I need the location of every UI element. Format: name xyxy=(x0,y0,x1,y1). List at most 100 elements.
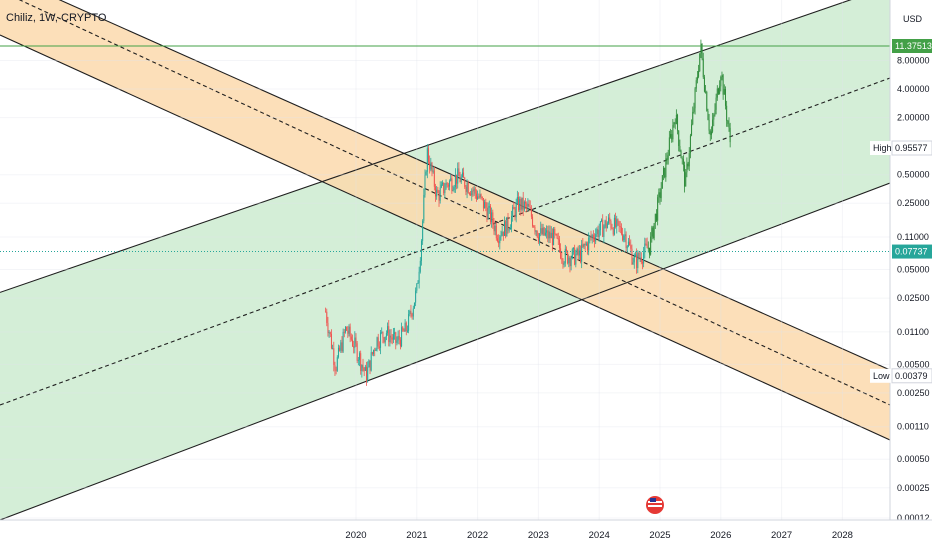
candle-body xyxy=(553,228,555,246)
candle-body xyxy=(498,240,500,244)
candle-body xyxy=(423,194,425,221)
candle-body xyxy=(518,196,520,210)
y-tick-label: 2.00000 xyxy=(897,113,930,123)
candle-body xyxy=(458,168,460,177)
price-axis[interactable]: 8.00000 4.00000 2.00000 0.50000 0.25000 0.110… xyxy=(870,0,932,550)
candle-body xyxy=(540,228,542,234)
candle-body xyxy=(629,241,631,246)
candle-body xyxy=(349,326,351,337)
x-tick-label: 2028 xyxy=(832,530,853,541)
marker-value-bg xyxy=(892,244,932,259)
candle-body xyxy=(567,251,569,264)
candle-body xyxy=(473,188,475,192)
candle-body xyxy=(554,228,556,235)
orange-channel xyxy=(0,0,890,440)
candle-body xyxy=(707,110,709,120)
candle-body xyxy=(695,80,697,89)
currency-label[interactable]: USD xyxy=(903,14,923,24)
candle-body xyxy=(663,167,665,176)
candle-body xyxy=(592,235,594,239)
y-tick-label: 0.50000 xyxy=(897,170,930,180)
candle-body xyxy=(616,219,618,227)
candle-body xyxy=(417,282,419,284)
candle-body xyxy=(480,194,482,197)
candle-body xyxy=(601,219,603,222)
marker-current[interactable]: 0.07737 xyxy=(892,244,932,259)
candle-body xyxy=(380,332,382,348)
candle-body xyxy=(396,340,398,343)
candle-body xyxy=(613,217,615,235)
candle-body xyxy=(688,153,690,167)
candle-body xyxy=(394,332,396,335)
candle-body xyxy=(726,105,728,121)
candle-body xyxy=(384,336,386,343)
us-flag-icon[interactable] xyxy=(646,496,664,514)
candle-body xyxy=(612,228,614,235)
candle-body xyxy=(622,233,624,241)
candle-body xyxy=(598,230,600,238)
candle-body xyxy=(565,248,567,252)
candle-body xyxy=(350,336,352,340)
candle-body xyxy=(570,258,572,267)
candle-body xyxy=(702,58,704,78)
marker-value: 0.95577 xyxy=(895,143,928,153)
marker-low[interactable]: Low 0.00379 xyxy=(870,368,932,384)
candle-body xyxy=(360,353,362,371)
candle-body xyxy=(587,243,589,251)
candle-body xyxy=(433,170,435,187)
candle-body xyxy=(550,232,552,239)
candle-body xyxy=(577,248,579,256)
time-axis[interactable]: 2020 2021 2022 2023 2024 2025 2026 2027 2028 xyxy=(0,519,932,550)
candle-body xyxy=(689,135,691,154)
candle-body xyxy=(645,243,647,245)
y-tick-label: 8.00000 xyxy=(897,55,930,65)
candle-body xyxy=(589,236,591,238)
candle-body xyxy=(369,360,371,371)
candle-body xyxy=(670,134,672,138)
candle-body xyxy=(481,196,483,199)
candle-body xyxy=(474,188,476,194)
candle-body xyxy=(710,131,712,135)
candle-body xyxy=(652,227,654,239)
candle-body xyxy=(647,247,649,249)
marker-value: 0.07737 xyxy=(895,247,928,257)
candle-body xyxy=(720,77,722,87)
candle-body xyxy=(430,162,432,170)
candle-body xyxy=(588,237,590,251)
candle-body xyxy=(385,333,387,337)
candle-body xyxy=(457,168,459,184)
candle-body xyxy=(535,230,537,232)
candle-body xyxy=(709,130,711,135)
y-tick-label: 0.01100 xyxy=(897,327,929,337)
candle-body xyxy=(534,227,536,232)
candle-body xyxy=(548,231,550,239)
price-axis-bg xyxy=(890,0,932,550)
marker-top[interactable]: 11.37513 xyxy=(892,39,932,53)
candle-body xyxy=(471,190,473,196)
candle-body xyxy=(402,327,404,331)
candle-body xyxy=(595,234,597,242)
candle-body xyxy=(453,187,455,190)
candle-body xyxy=(541,228,543,235)
candle-body xyxy=(363,367,365,371)
candle-body xyxy=(351,339,353,347)
candle-body xyxy=(405,322,407,331)
candle-body xyxy=(703,77,705,92)
candle-body xyxy=(633,256,635,263)
candle-body xyxy=(477,196,479,200)
candle-body xyxy=(677,114,679,131)
candle-body xyxy=(502,231,504,236)
candle-body xyxy=(658,192,660,198)
candle-body xyxy=(511,215,513,228)
candle-body xyxy=(496,238,498,241)
candle-body xyxy=(631,248,633,265)
candle-body xyxy=(343,331,345,333)
candle-body xyxy=(440,184,442,188)
candle-body xyxy=(334,364,336,370)
candle-body xyxy=(325,311,327,313)
candle-body xyxy=(443,182,445,194)
candle-body xyxy=(618,221,620,227)
marker-high[interactable]: High 0.95577 xyxy=(870,140,932,156)
